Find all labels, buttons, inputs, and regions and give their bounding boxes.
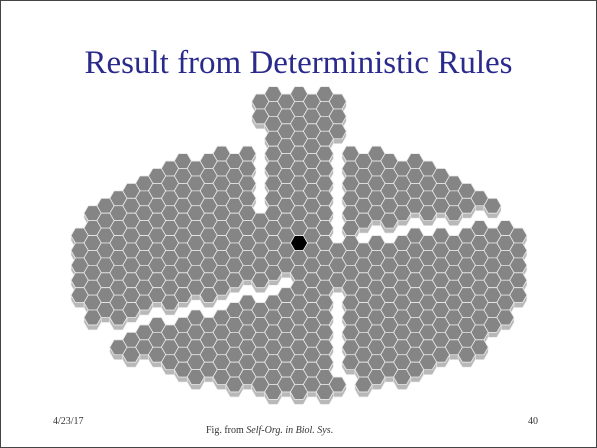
- hex-cell: [161, 295, 178, 310]
- slide-title: Result from Deterministic Rules: [1, 45, 596, 82]
- hex-cell: [419, 206, 436, 221]
- hex-cell: [381, 213, 398, 228]
- hex-cell: [84, 310, 101, 325]
- hex-cell: [355, 377, 372, 392]
- hex-cell: [200, 288, 217, 303]
- hex-cell: [123, 347, 140, 362]
- footer-caption: Fig. from Self-Org. in Biol. Sys.: [206, 425, 333, 436]
- caption-source: Self-Org. in Biol. Sys: [246, 425, 330, 436]
- hex-cell: [316, 385, 333, 400]
- hex-cell: [187, 370, 204, 385]
- footer-date: 4/23/17: [53, 416, 84, 427]
- hex-cell: [484, 198, 501, 213]
- caption-text: .: [331, 425, 334, 436]
- hex-cell: [445, 206, 462, 221]
- hex-cell: [226, 377, 243, 392]
- hex-cell: [110, 310, 127, 325]
- hex-cell: [342, 221, 359, 236]
- slide: Result from Deterministic Rules 4/23/17 …: [0, 0, 597, 448]
- hex-cell: [252, 273, 269, 288]
- hex-cell: [265, 385, 282, 400]
- page-number: 40: [528, 416, 538, 427]
- hex-cell: [458, 347, 475, 362]
- hex-cell: [394, 370, 411, 385]
- caption-text: Fig. from: [206, 425, 246, 436]
- hex-cell: [290, 385, 307, 400]
